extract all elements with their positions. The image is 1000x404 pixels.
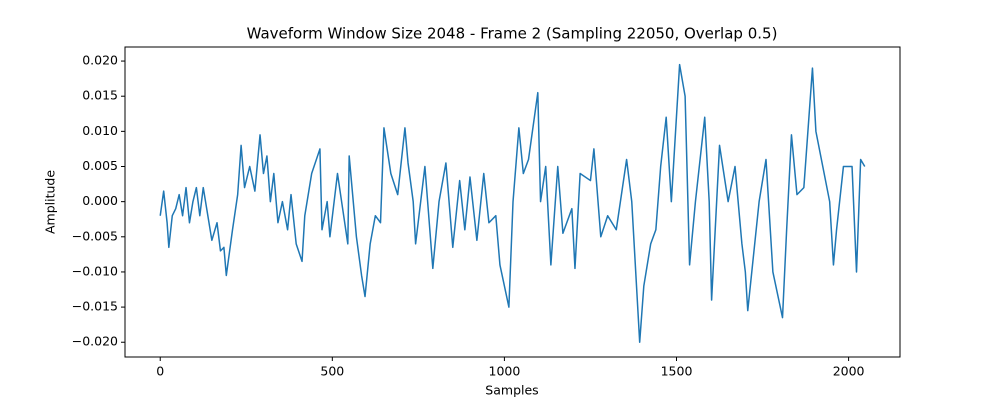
y-tick-label: −0.015 bbox=[72, 299, 118, 314]
y-axis-label: Amplitude bbox=[43, 170, 58, 234]
chart-title: Waveform Window Size 2048 - Frame 2 (Sam… bbox=[247, 25, 778, 43]
y-tick-label: 0.005 bbox=[82, 158, 118, 173]
x-tick-label: 1000 bbox=[489, 364, 521, 379]
y-tick-label: 0.000 bbox=[82, 193, 118, 208]
x-axis-label: Samples bbox=[485, 383, 538, 398]
y-tick-label: −0.005 bbox=[72, 228, 118, 243]
y-tick-label: −0.020 bbox=[72, 334, 118, 349]
x-tick-label: 0 bbox=[156, 364, 164, 379]
y-tick-label: 0.020 bbox=[82, 53, 118, 68]
waveform-line bbox=[159, 63, 866, 343]
x-tick-label: 1500 bbox=[661, 364, 693, 379]
x-tick-label: 2000 bbox=[833, 364, 865, 379]
x-tick-label: 500 bbox=[320, 364, 344, 379]
y-tick-label: 0.015 bbox=[82, 88, 118, 103]
y-tick-label: 0.010 bbox=[82, 123, 118, 138]
plot-frame bbox=[124, 46, 901, 358]
y-tick-label: −0.010 bbox=[72, 263, 118, 278]
